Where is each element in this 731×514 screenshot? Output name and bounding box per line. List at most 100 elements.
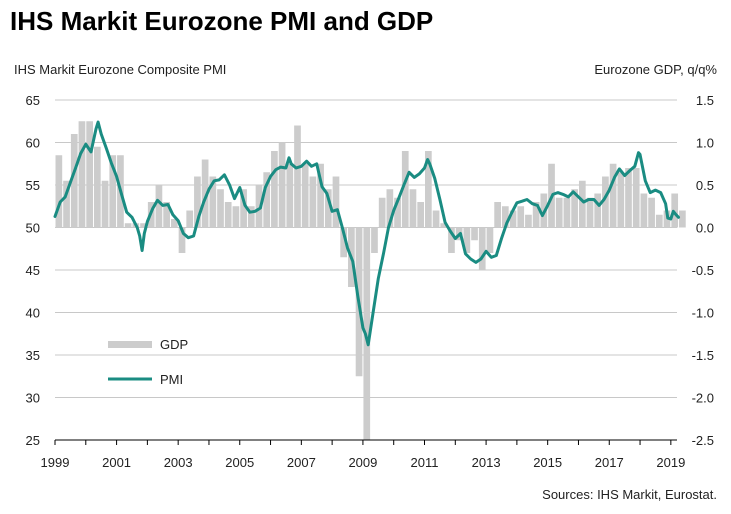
gdp-bar bbox=[178, 227, 186, 253]
gdp-bar bbox=[517, 206, 525, 228]
chart-title: IHS Markit Eurozone PMI and GDP bbox=[10, 6, 434, 36]
gdp-bar bbox=[625, 168, 632, 228]
left-tick-label: 35 bbox=[26, 348, 40, 363]
gdp-bar bbox=[232, 206, 240, 228]
gdp-bar bbox=[255, 185, 263, 228]
right-tick-label: 1.5 bbox=[696, 93, 714, 108]
gdp-bar bbox=[140, 223, 147, 228]
gdp-bar bbox=[240, 189, 247, 228]
gdp-bar bbox=[440, 223, 448, 228]
gdp-bar bbox=[648, 197, 655, 228]
gdp-bar bbox=[617, 172, 625, 228]
gdp-bar bbox=[109, 155, 117, 228]
right-tick-label: -1.0 bbox=[692, 306, 714, 321]
gdp-bar bbox=[278, 142, 286, 228]
gdp-bar bbox=[501, 206, 509, 228]
gdp-bar bbox=[186, 210, 194, 228]
gdp-bar bbox=[594, 193, 602, 228]
x-tick-label: 2005 bbox=[225, 455, 254, 470]
gdp-bar bbox=[294, 125, 301, 228]
gdp-bar bbox=[432, 210, 440, 228]
axes: 65 1.5 60 1.0 55 0.5 50 0.0 45 -0.5 40 -1.0 35 -1.5 30… bbox=[26, 93, 714, 470]
source-note: Sources: IHS Markit, Eurostat. bbox=[542, 487, 717, 502]
x-tick-label: 2003 bbox=[164, 455, 193, 470]
x-tick-label: 1999 bbox=[41, 455, 70, 470]
gdp-bar bbox=[247, 206, 255, 228]
left-tick-label: 30 bbox=[26, 391, 40, 406]
x-tick-label: 2013 bbox=[472, 455, 501, 470]
gdp-bar bbox=[409, 189, 417, 228]
gdp-bar bbox=[317, 163, 324, 228]
gdp-bar bbox=[209, 176, 217, 228]
gdp-bar bbox=[401, 151, 409, 228]
gdp-bar bbox=[486, 227, 494, 253]
gdp-bar bbox=[478, 227, 486, 270]
legend: GDP PMI bbox=[108, 337, 188, 387]
left-tick-label: 55 bbox=[26, 178, 40, 193]
gdp-bar bbox=[609, 163, 617, 228]
gdp-bar bbox=[309, 176, 317, 228]
right-tick-label: -2.0 bbox=[692, 391, 714, 406]
right-axis-title: Eurozone GDP, q/q% bbox=[594, 62, 717, 77]
x-tick-label: 2011 bbox=[411, 455, 439, 470]
gdp-bar bbox=[63, 180, 70, 228]
gdp-bar bbox=[509, 210, 517, 228]
gdp-bar bbox=[286, 163, 294, 228]
right-tick-label: -1.5 bbox=[692, 348, 714, 363]
gdp-bar bbox=[371, 227, 378, 253]
gdp-bar bbox=[340, 227, 348, 258]
right-tick-label: 0.0 bbox=[696, 221, 714, 236]
pmi-line bbox=[53, 120, 680, 347]
left-tick-label: 60 bbox=[26, 136, 40, 151]
gdp-bar bbox=[271, 151, 278, 228]
x-tick-label: 2019 bbox=[656, 455, 685, 470]
gdp-bar bbox=[224, 202, 232, 228]
x-tick-label: 2017 bbox=[595, 455, 624, 470]
x-tick-label: 2009 bbox=[348, 455, 377, 470]
left-tick-label: 40 bbox=[26, 306, 40, 321]
gdp-bar bbox=[679, 210, 686, 228]
gdp-bar bbox=[70, 134, 78, 228]
gdp-bar bbox=[655, 214, 663, 228]
left-tick-label: 25 bbox=[26, 433, 40, 448]
pmi-line-group bbox=[53, 120, 680, 347]
gdp-bar bbox=[640, 193, 648, 228]
gdp-bar bbox=[494, 202, 501, 228]
right-tick-label: -0.5 bbox=[692, 263, 714, 278]
x-tick-label: 2007 bbox=[287, 455, 316, 470]
gdp-bar bbox=[86, 121, 93, 228]
gdp-bar bbox=[671, 193, 679, 228]
gdp-bar bbox=[78, 121, 86, 228]
gdp-bar bbox=[463, 227, 471, 253]
gdp-bar bbox=[394, 197, 401, 228]
right-tick-label: -2.5 bbox=[692, 433, 714, 448]
gdp-bar bbox=[571, 189, 578, 228]
gdp-bar bbox=[578, 180, 586, 228]
gdp-bar bbox=[586, 197, 594, 228]
gdp-bar bbox=[93, 146, 101, 228]
gdp-bar bbox=[155, 185, 163, 228]
gdp-bar bbox=[386, 189, 394, 228]
legend-pmi-label: PMI bbox=[160, 372, 183, 387]
gdp-bar bbox=[471, 227, 478, 241]
gdp-bar bbox=[217, 189, 224, 228]
gdp-bar bbox=[324, 189, 332, 228]
left-tick-label: 65 bbox=[26, 93, 40, 108]
gdp-bar bbox=[55, 155, 63, 228]
gdp-bar bbox=[332, 176, 340, 228]
gdp-bar bbox=[194, 176, 201, 228]
gdp-bar bbox=[263, 172, 271, 228]
right-tick-label: 0.5 bbox=[696, 178, 714, 193]
legend-gdp-swatch bbox=[108, 341, 152, 348]
gdp-bar bbox=[525, 214, 532, 228]
gdp-bar bbox=[378, 197, 386, 228]
left-axis-title: IHS Markit Eurozone Composite PMI bbox=[14, 62, 227, 77]
gdp-bar bbox=[632, 168, 640, 228]
gdp-bar bbox=[555, 197, 563, 228]
gdp-bar bbox=[448, 227, 455, 253]
x-tick-label: 2015 bbox=[533, 455, 562, 470]
gdp-bar bbox=[201, 159, 209, 228]
x-tick-label: 2001 bbox=[102, 455, 131, 470]
right-tick-label: 1.0 bbox=[696, 136, 714, 151]
